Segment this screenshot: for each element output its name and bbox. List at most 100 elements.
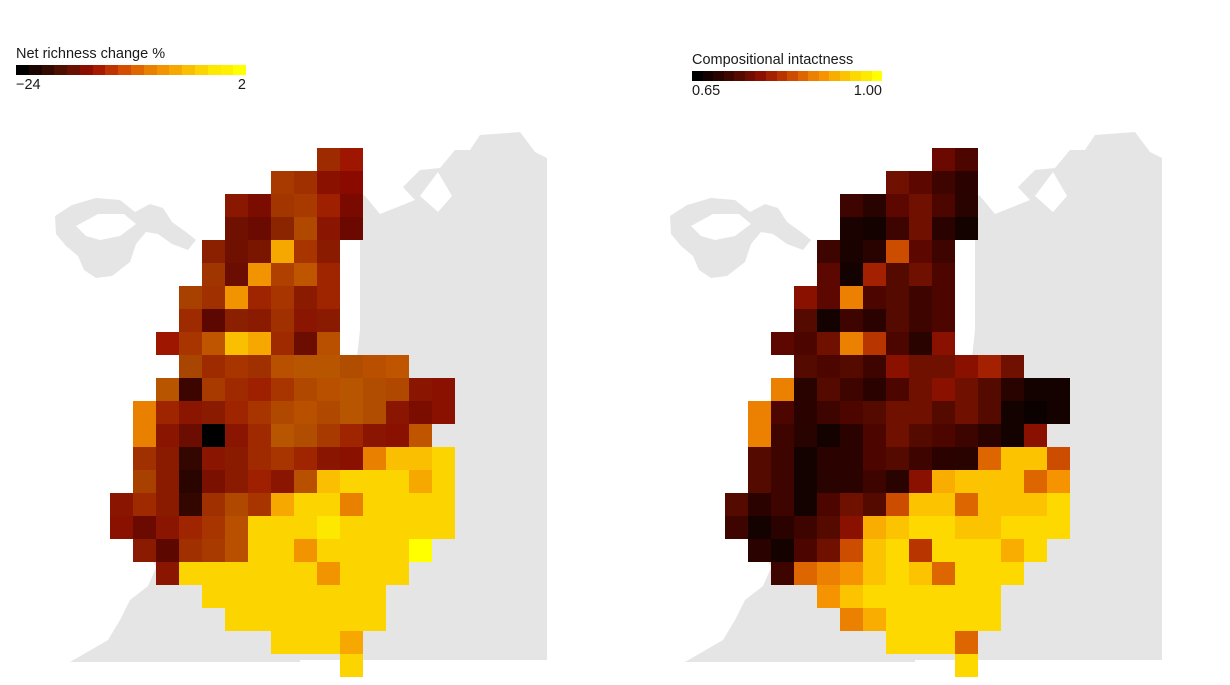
grid-cell [179,401,202,424]
grid-cell [1001,539,1024,562]
grid-cell [271,194,294,217]
grid-cell [886,378,909,401]
grid-cell [932,355,955,378]
grid-cell [955,378,978,401]
grid-cell [886,539,909,562]
grid-cell [932,516,955,539]
grid-cell [886,493,909,516]
grid-cell [932,562,955,585]
grid-cell [432,470,455,493]
grid-cell [340,378,363,401]
grid-cell [863,585,886,608]
grid-cell [156,470,179,493]
grid-cell [817,355,840,378]
map-canvas-right [615,0,1230,685]
grid-cell [909,424,932,447]
grid-cell [386,447,409,470]
grid-cell [840,286,863,309]
grid-cell [863,424,886,447]
grid-cell [794,424,817,447]
legend-colorbar-right [692,71,883,81]
grid-cell [202,401,225,424]
grid-cell [386,562,409,585]
grid-cell [156,516,179,539]
grid-cell [432,493,455,516]
legend-swatch-11 [156,65,170,75]
grid-cell [317,148,340,171]
grid-cell [771,447,794,470]
grid-cell [817,424,840,447]
grid-cell [294,286,317,309]
grid-cell [317,608,340,631]
grid-cell [955,539,978,562]
grid-cell [317,470,340,493]
grid-cell [909,493,932,516]
legend-tick-labels-left: −24 2 [16,76,246,94]
grid-cell [271,493,294,516]
grid-cell [317,171,340,194]
legend-swatch-6 [92,65,106,75]
grid-cell [817,332,840,355]
grid-cell [317,240,340,263]
grid-cell [156,424,179,447]
grid-cell [432,378,455,401]
grid-cell [794,447,817,470]
legend-swatch-2 [41,65,55,75]
grid-cell [271,355,294,378]
grid-cell [1047,401,1070,424]
legend-swatch-9 [787,71,798,81]
grid-cell [317,263,340,286]
map-svg-left [55,132,547,677]
grid-cell [840,470,863,493]
grid-cell [271,240,294,263]
grid-cell [886,631,909,654]
grid-cell [156,332,179,355]
legend-title-left: Net richness change % [16,46,166,62]
grid-cell [1047,493,1070,516]
grid-cell [133,447,156,470]
grid-cell [840,493,863,516]
grid-cell [932,493,955,516]
grid-cell [386,470,409,493]
legend-swatch-14 [194,65,208,75]
grid-cell [863,355,886,378]
grid-cell [909,470,932,493]
grid-cell [794,332,817,355]
grid-cell [317,194,340,217]
grid-cell [863,401,886,424]
grid-cell [225,240,248,263]
legend-swatch-13 [182,65,195,75]
grid-cell [863,332,886,355]
grid-cell [1024,447,1047,470]
legend-swatch-1 [702,71,714,81]
land-panama-hole [76,214,136,240]
grid-cell [271,332,294,355]
grid-cell [932,401,955,424]
grid-cell [1024,378,1047,401]
grid-cell [771,539,794,562]
grid-cell [156,539,179,562]
legend-swatch-11 [808,71,819,81]
grid-cell [748,401,771,424]
grid-cell [909,608,932,631]
grid-cell [271,516,294,539]
grid-cell [840,424,863,447]
grid-cell [340,217,363,240]
grid-cell [748,447,771,470]
grid-cell [1001,516,1024,539]
grid-cell [409,516,432,539]
grid-cell [271,378,294,401]
grid-cell [840,355,863,378]
grid-cell [179,378,202,401]
legend-swatch-12 [818,71,830,81]
grid-cell [955,401,978,424]
grid-cell [978,401,1001,424]
grid-cell [432,447,455,470]
grid-cell [202,309,225,332]
grid-cell [294,401,317,424]
grid-cell [363,470,386,493]
map-panel-left: Net richness change % −24 2 [16,46,547,677]
grid-cell [978,424,1001,447]
grid-cell [978,539,1001,562]
grid-cell [340,631,363,654]
